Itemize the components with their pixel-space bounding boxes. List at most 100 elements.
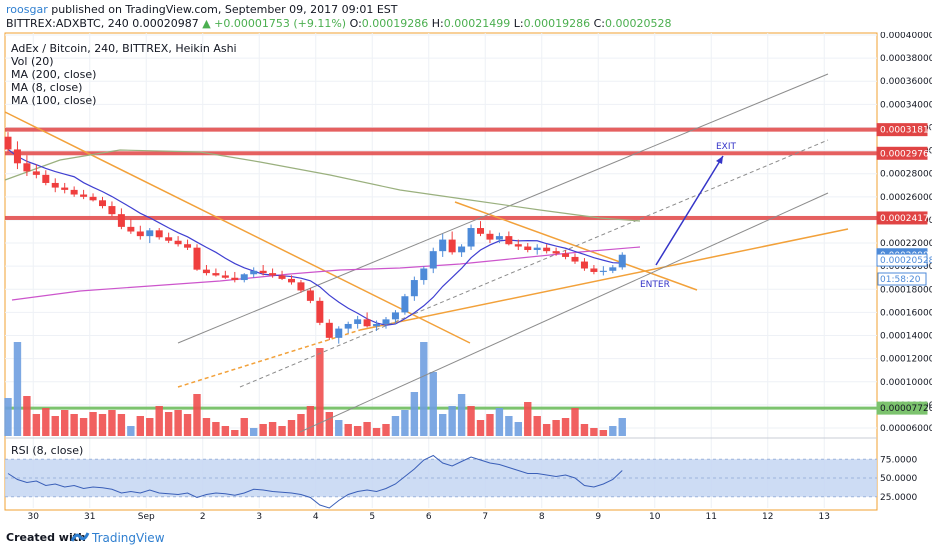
candle-body	[117, 214, 125, 227]
price-badge-label: 0.00007720	[880, 404, 932, 414]
candle-body	[184, 244, 192, 248]
price-tick-label: 0.00010000	[880, 378, 932, 388]
rsi-band-fill	[5, 459, 877, 497]
volume-bar	[599, 430, 608, 436]
candle-body	[543, 247, 551, 252]
legend-ma200[interactable]: MA (200, close)	[11, 68, 97, 81]
candle-body	[193, 247, 201, 270]
volume-bar	[609, 426, 617, 436]
candle-body	[80, 194, 88, 197]
volume-bar	[202, 418, 211, 436]
candle-body	[486, 233, 494, 240]
moving-averages	[4, 148, 641, 326]
candle-body	[212, 273, 220, 276]
price-tick-label: 0.00006000	[880, 424, 932, 434]
volume-bar	[467, 406, 475, 436]
channel-top-line	[177, 73, 829, 344]
created-with-text: Created with	[6, 531, 86, 544]
legend-title[interactable]: AdEx / Bitcoin, 240, BITTREX, Heikin Ash…	[11, 42, 237, 55]
candle-body	[429, 251, 437, 269]
symbol-ohlc-line: BITTREX:ADXBTC, 240 0.00020987 ▲ +0.0000…	[6, 17, 671, 30]
candle-body	[165, 237, 173, 241]
enter-label: ENTER	[640, 280, 670, 290]
candle-body	[23, 163, 31, 172]
time-tick-label: 3	[256, 512, 262, 522]
ma200-line	[11, 246, 641, 301]
price-tick-label: 0.00022000	[880, 239, 932, 249]
low-value: 0.00019286	[523, 17, 591, 30]
orange-support-line	[359, 228, 849, 331]
time-tick-label: 8	[539, 512, 545, 522]
volume-bar	[183, 414, 192, 436]
time-axis[interactable]: 30 31 Sep 2 3 4 5 6 7 8 9 10 11 12 13	[28, 512, 830, 522]
candle-body	[467, 228, 475, 247]
time-tick-label: 9	[595, 512, 601, 522]
high-label: H:	[431, 17, 444, 30]
volume-bar	[193, 394, 201, 436]
low-label: L:	[513, 17, 524, 30]
volume-bar	[401, 410, 409, 436]
price-badge-label: 0.00031812	[880, 126, 932, 136]
volume-bar	[42, 408, 50, 436]
legend-ma100[interactable]: MA (100, close)	[11, 94, 97, 107]
price-tick-label: 0.00026000	[880, 193, 932, 203]
volume-bars	[4, 342, 626, 436]
tradingview-brand[interactable]: TradingView	[92, 531, 165, 545]
open-label: O:	[349, 17, 362, 30]
time-tick-label: 5	[369, 512, 375, 522]
price-badges: 0.000318120.000297670.000241710.00020987…	[876, 123, 932, 415]
volume-bar	[410, 392, 419, 436]
rsi-axis: 75.0000 50.0000 25.0000	[880, 455, 917, 503]
candle-body	[524, 246, 532, 250]
volume-bar	[259, 424, 267, 436]
volume-bar	[117, 414, 126, 436]
candle-body	[391, 312, 399, 320]
volume-bar	[136, 416, 144, 436]
author-name[interactable]: roosgar	[6, 3, 48, 16]
legend-vol[interactable]: Vol (20)	[11, 55, 54, 68]
candle-body	[354, 319, 362, 324]
candle-body	[533, 247, 541, 250]
change-arrow-icon: ▲	[202, 17, 211, 30]
price-tick-label: 0.00016000	[880, 308, 932, 318]
candle-body	[174, 240, 182, 245]
chart-header: roosgar published on TradingView.com, Se…	[0, 0, 932, 34]
candle-body	[514, 244, 522, 247]
candle-body	[571, 256, 579, 262]
candle-body	[32, 171, 40, 175]
legend-ma8[interactable]: MA (8, close)	[11, 81, 83, 94]
chart-canvas[interactable]: EXIT ENTER 0.00040000 0.00038000 0.0003600…	[0, 32, 932, 524]
candle-body	[590, 268, 598, 272]
volume-bar	[486, 414, 494, 436]
price-tick-label: 0.00036000	[880, 77, 932, 87]
orange-support-dashed	[177, 329, 361, 388]
candle-body	[618, 254, 626, 268]
candle-body	[136, 231, 144, 237]
volume-bar	[618, 418, 626, 436]
price-axis[interactable]: 0.00040000 0.00038000 0.00036000 0.00034000…	[880, 32, 932, 434]
volume-bar	[372, 428, 381, 436]
volume-bar	[32, 414, 41, 436]
candles	[4, 132, 626, 344]
volume-bar	[344, 424, 352, 436]
price-badge	[876, 146, 928, 160]
time-tick-label: 2	[200, 512, 206, 522]
volume-bar	[335, 420, 343, 436]
candle-body	[335, 328, 343, 338]
volume-bar	[13, 342, 22, 436]
candle-body	[373, 323, 381, 327]
rsi-legend[interactable]: RSI (8, close)	[11, 444, 84, 457]
ma8-line	[7, 148, 623, 326]
time-tick-label: 6	[426, 512, 432, 522]
candle-body	[297, 282, 305, 291]
ma100-line	[4, 149, 641, 222]
candle-body	[599, 270, 607, 272]
trend-lines	[4, 73, 849, 433]
candle-body	[401, 296, 409, 313]
volume-bar	[420, 342, 428, 436]
time-tick-label: 7	[482, 512, 488, 522]
volume-bar	[363, 422, 371, 436]
candle-body	[51, 182, 59, 188]
volume-bar	[231, 430, 239, 436]
close-value: 0.00020528	[604, 17, 672, 30]
